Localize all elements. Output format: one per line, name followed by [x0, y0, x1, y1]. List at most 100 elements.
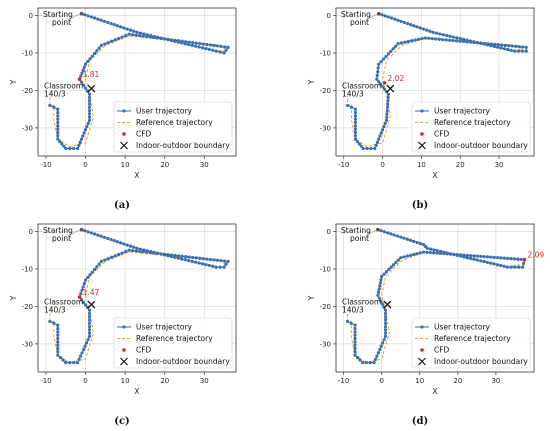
user-trajectory-point — [375, 354, 379, 358]
user-trajectory-point — [176, 254, 181, 258]
cfd-marker — [382, 81, 387, 85]
user-trajectory-point — [87, 115, 92, 119]
user-trajectory-point — [173, 253, 177, 258]
user-trajectory-point — [64, 361, 68, 365]
user-trajectory-point — [89, 231, 93, 235]
user-trajectory-point — [212, 258, 216, 262]
start-point-marker — [79, 227, 84, 232]
user-trajectory-point — [88, 273, 92, 277]
user-trajectory-point — [56, 340, 60, 344]
user-trajectory-point — [187, 258, 191, 263]
user-trajectory-point — [83, 278, 88, 282]
user-trajectory-point — [207, 263, 211, 268]
user-trajectory-point — [393, 17, 397, 21]
classroom-label: Classroom — [342, 298, 381, 307]
user-trajectory-point — [492, 262, 496, 266]
tick-label-y: 0 — [327, 12, 331, 20]
user-trajectory-point — [187, 42, 191, 47]
caption-a: (a) — [114, 200, 130, 211]
user-trajectory-point — [56, 330, 60, 334]
user-trajectory-point — [180, 39, 184, 43]
user-trajectory-point — [429, 247, 433, 251]
starting-point-label: Starting — [43, 10, 73, 19]
user-trajectory-point — [472, 257, 476, 261]
user-trajectory-point — [415, 240, 419, 245]
cfd-marker — [77, 77, 82, 81]
user-trajectory-point — [469, 253, 473, 258]
user-trajectory-point — [141, 250, 145, 254]
user-trajectory-point — [56, 134, 60, 138]
user-trajectory-point — [418, 251, 422, 255]
user-trajectory-point — [353, 340, 357, 344]
user-trajectory-point — [361, 361, 365, 365]
tick-label-x: 20 — [160, 377, 169, 385]
starting-point-label: Starting — [341, 226, 371, 235]
user-trajectory-point — [353, 333, 357, 337]
user-trajectory-point — [376, 290, 381, 294]
user-trajectory-point — [383, 328, 388, 332]
tick-label-x: 30 — [200, 377, 209, 385]
user-trajectory-point — [56, 120, 60, 125]
user-trajectory-point — [475, 41, 480, 45]
user-trajectory-point — [103, 42, 107, 46]
user-trajectory-point — [93, 232, 97, 236]
user-trajectory-point — [441, 33, 445, 37]
user-trajectory-point — [187, 40, 191, 44]
user-trajectory-point — [434, 31, 439, 35]
plot-frame — [335, 7, 535, 157]
user-trajectory-point — [222, 259, 227, 263]
user-trajectory-point — [383, 14, 387, 18]
user-trajectory-point — [380, 13, 384, 17]
user-trajectory-point — [106, 20, 110, 25]
user-trajectory-point — [374, 143, 378, 147]
user-trajectory-point — [502, 47, 506, 51]
user-trajectory-point — [486, 42, 490, 46]
user-trajectory-point — [428, 29, 432, 33]
user-trajectory-point — [145, 34, 149, 39]
user-trajectory-point — [369, 146, 373, 151]
user-trajectory-point — [489, 261, 493, 265]
caption-b: (b) — [412, 200, 428, 211]
user-trajectory-point — [479, 259, 483, 263]
start-point-marker — [376, 227, 380, 232]
user-trajectory-point — [489, 255, 493, 259]
user-trajectory-point — [106, 257, 110, 261]
user-trajectory-point — [383, 334, 388, 339]
cfd-value-label: 1.81 — [83, 70, 100, 79]
user-trajectory-point — [87, 331, 92, 335]
user-trajectory-point — [389, 232, 393, 236]
user-trajectory-point — [509, 256, 513, 261]
user-trajectory-point — [83, 13, 87, 17]
user-trajectory-point — [432, 248, 436, 252]
user-trajectory-point — [376, 66, 380, 70]
user-trajectory-point — [56, 333, 60, 337]
user-trajectory-point — [353, 343, 357, 347]
user-trajectory-point — [122, 26, 126, 30]
user-trajectory-point — [87, 99, 92, 103]
plot-frame — [37, 223, 237, 373]
user-trajectory-point — [489, 42, 494, 46]
user-trajectory-point — [377, 287, 381, 291]
tick-label-y: -20 — [320, 303, 331, 311]
user-trajectory-point — [128, 28, 133, 32]
y-axis-label: Y — [307, 295, 316, 301]
starting-point-leader — [365, 229, 378, 237]
user-trajectory-point — [379, 131, 383, 135]
tick-label-x: 0 — [83, 161, 87, 169]
user-trajectory-point — [418, 26, 422, 30]
user-trajectory-point — [190, 43, 194, 47]
legend-boundary-swatch — [120, 141, 128, 150]
user-trajectory-point — [441, 37, 445, 42]
user-trajectory-point — [475, 258, 479, 262]
user-trajectory-point — [97, 262, 101, 266]
user-trajectory-point — [385, 115, 389, 119]
user-trajectory-point — [190, 259, 194, 263]
user-trajectory-point — [112, 23, 116, 27]
user-trajectory-point — [410, 39, 414, 43]
user-trajectory-point — [112, 239, 116, 243]
legend-boundary-swatch — [120, 357, 128, 366]
user-trajectory-point — [87, 108, 92, 113]
user-trajectory-point — [212, 43, 216, 48]
